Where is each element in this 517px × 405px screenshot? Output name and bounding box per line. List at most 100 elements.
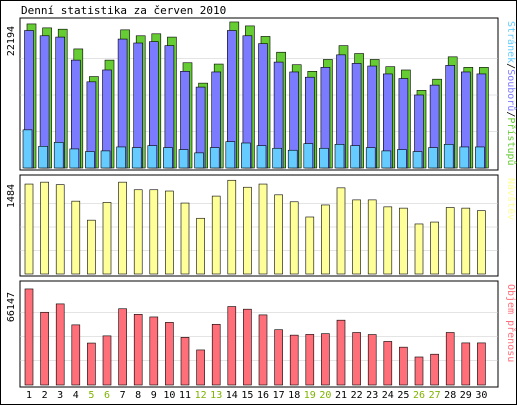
bar — [149, 189, 159, 275]
day-label: 1 — [26, 390, 32, 401]
bar — [367, 199, 377, 275]
bar — [211, 323, 221, 386]
bar — [22, 129, 33, 169]
bar — [256, 145, 267, 169]
day-label: 21 — [335, 390, 347, 401]
bar — [243, 308, 252, 386]
bar — [149, 316, 159, 386]
bar — [430, 221, 439, 275]
bar — [461, 207, 471, 275]
legend-entry: Stránek — [505, 21, 517, 63]
bar — [71, 324, 81, 386]
bar — [336, 319, 346, 386]
bar — [180, 337, 190, 386]
bar — [196, 217, 205, 275]
bar — [225, 141, 236, 169]
legend-entry: Objem přenosu — [505, 284, 517, 362]
bar — [211, 195, 221, 275]
bar — [180, 202, 190, 275]
day-label: 3 — [57, 390, 63, 401]
series-Objem přenosu — [24, 288, 486, 386]
bar — [319, 147, 329, 169]
bar — [178, 149, 189, 169]
legend-entry: Souborů — [505, 69, 517, 111]
bar — [445, 332, 455, 386]
bar — [305, 334, 315, 386]
day-label: 9 — [151, 390, 157, 401]
bar — [69, 148, 80, 169]
bar — [196, 349, 205, 386]
panel-frame — [19, 174, 499, 277]
legend: Stránek/Souborů/Přístupů — [505, 21, 517, 166]
bar — [459, 146, 470, 169]
bar — [321, 204, 330, 275]
day-label: 29 — [460, 390, 472, 401]
day-label: 13 — [210, 390, 222, 401]
bar — [118, 181, 127, 275]
chart-title: Denní statistika za červen 2010 — [21, 4, 226, 17]
panel-visits: 1484 Návštěv — [6, 174, 517, 277]
panel-hits-files-pages: 22194 Stránek/Souborů/Přístupů — [6, 17, 517, 171]
bar — [71, 200, 81, 275]
day-label: 8 — [135, 390, 141, 401]
bar — [55, 303, 65, 386]
legend-separator: / — [505, 111, 516, 117]
bar — [287, 149, 298, 169]
legend-entry: Přístupů — [505, 117, 517, 165]
bar — [428, 147, 438, 169]
bar — [131, 147, 142, 169]
bar — [414, 356, 424, 386]
panel-frame — [19, 17, 499, 171]
day-label: 27 — [429, 390, 441, 401]
bar — [303, 143, 314, 169]
y-max-label: 66147 — [6, 292, 17, 322]
bar — [334, 144, 345, 169]
bar — [241, 142, 251, 169]
bar — [165, 190, 174, 275]
bar — [24, 183, 34, 275]
bar — [352, 332, 361, 386]
day-label: 6 — [104, 390, 110, 401]
bar — [289, 334, 299, 386]
y-max-label: 22194 — [6, 26, 17, 56]
bar — [40, 311, 49, 386]
day-label: 30 — [475, 390, 487, 401]
legend: Objem přenosu — [505, 284, 517, 362]
legend-entry: Návštěv — [505, 178, 517, 220]
bar — [102, 202, 112, 275]
bar — [24, 288, 34, 386]
day-label: 24 — [382, 390, 394, 401]
bar — [133, 189, 143, 275]
day-label: 2 — [42, 390, 48, 401]
bar — [397, 149, 407, 169]
bar — [87, 219, 96, 275]
day-label: 7 — [120, 390, 126, 401]
bar — [118, 308, 127, 386]
bar — [258, 183, 268, 275]
bar — [227, 306, 237, 386]
day-label: 11 — [179, 390, 191, 401]
bar — [85, 151, 95, 169]
bar — [163, 147, 173, 169]
bar — [461, 342, 471, 386]
bar — [133, 314, 143, 386]
bar — [412, 151, 423, 169]
bar — [272, 147, 282, 169]
bar — [116, 146, 126, 169]
series-Návštěv — [24, 179, 486, 275]
legend-separator: / — [505, 63, 516, 69]
bar — [100, 150, 111, 169]
bar — [227, 179, 237, 275]
series-Souborů — [24, 30, 487, 169]
bar — [274, 329, 283, 386]
bar — [87, 342, 96, 386]
bar — [383, 206, 393, 275]
day-label: 14 — [226, 390, 238, 401]
bar — [383, 341, 393, 386]
day-label: 18 — [288, 390, 300, 401]
bar — [305, 216, 315, 275]
bar — [102, 335, 112, 386]
bar — [477, 342, 486, 386]
